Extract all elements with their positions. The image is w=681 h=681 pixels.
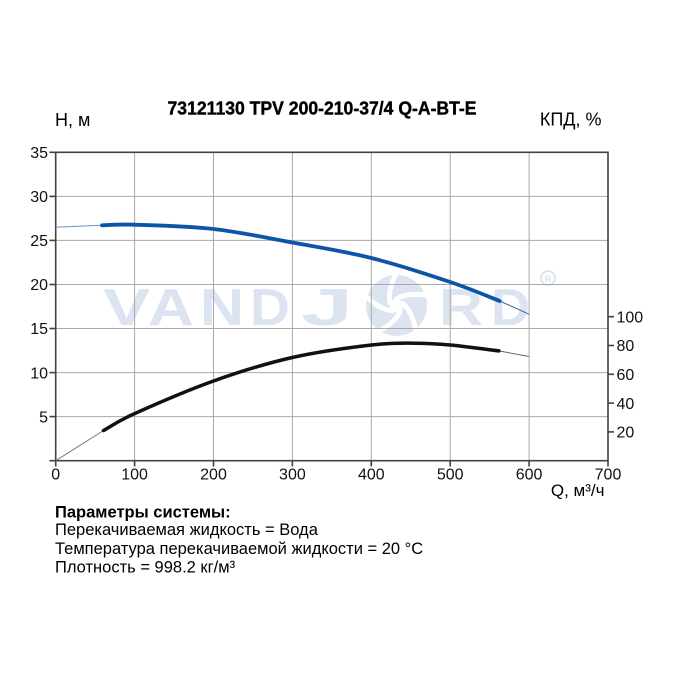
- svg-text:Температура перекачиваемой жид: Температура перекачиваемой жидкости = 20…: [55, 540, 423, 558]
- svg-text:D: D: [491, 279, 530, 337]
- svg-text:500: 500: [437, 466, 464, 483]
- svg-text:200: 200: [200, 466, 227, 483]
- svg-text:R: R: [545, 274, 552, 284]
- svg-text:D: D: [250, 279, 290, 337]
- svg-text:40: 40: [617, 396, 635, 413]
- svg-text:0: 0: [51, 466, 60, 483]
- svg-text:400: 400: [358, 466, 385, 483]
- svg-text:15: 15: [30, 321, 48, 338]
- svg-text:700: 700: [595, 466, 622, 483]
- svg-text:60: 60: [617, 367, 635, 384]
- svg-text:V: V: [103, 279, 150, 337]
- svg-text:25: 25: [30, 233, 48, 250]
- svg-text:Н, м: Н, м: [55, 110, 90, 130]
- svg-text:Перекачиваемая жидкость = Вода: Перекачиваемая жидкость = Вода: [55, 521, 319, 539]
- svg-text:30: 30: [30, 189, 48, 206]
- svg-text:100: 100: [121, 466, 148, 483]
- svg-text:20: 20: [30, 277, 48, 294]
- svg-text:100: 100: [617, 309, 644, 326]
- svg-text:R: R: [439, 279, 483, 337]
- svg-text:N: N: [200, 279, 244, 337]
- svg-text:КПД, %: КПД, %: [540, 110, 602, 130]
- svg-text:35: 35: [30, 145, 48, 162]
- svg-text:80: 80: [617, 338, 635, 355]
- svg-text:10: 10: [30, 365, 48, 382]
- svg-text:Параметры системы:: Параметры системы:: [55, 503, 231, 521]
- svg-text:20: 20: [617, 425, 635, 442]
- svg-text:73121130 TPV 200-210-37/4 Q-A-: 73121130 TPV 200-210-37/4 Q-A-BT-E: [168, 99, 477, 119]
- svg-text:A: A: [148, 279, 194, 337]
- svg-text:300: 300: [279, 466, 306, 483]
- svg-text:5: 5: [39, 409, 48, 426]
- svg-text:Q, м³/ч: Q, м³/ч: [551, 481, 605, 500]
- svg-text:J: J: [301, 279, 353, 337]
- svg-text:Плотность = 998.2 кг/м³: Плотность = 998.2 кг/м³: [55, 558, 236, 576]
- svg-text:600: 600: [516, 466, 543, 483]
